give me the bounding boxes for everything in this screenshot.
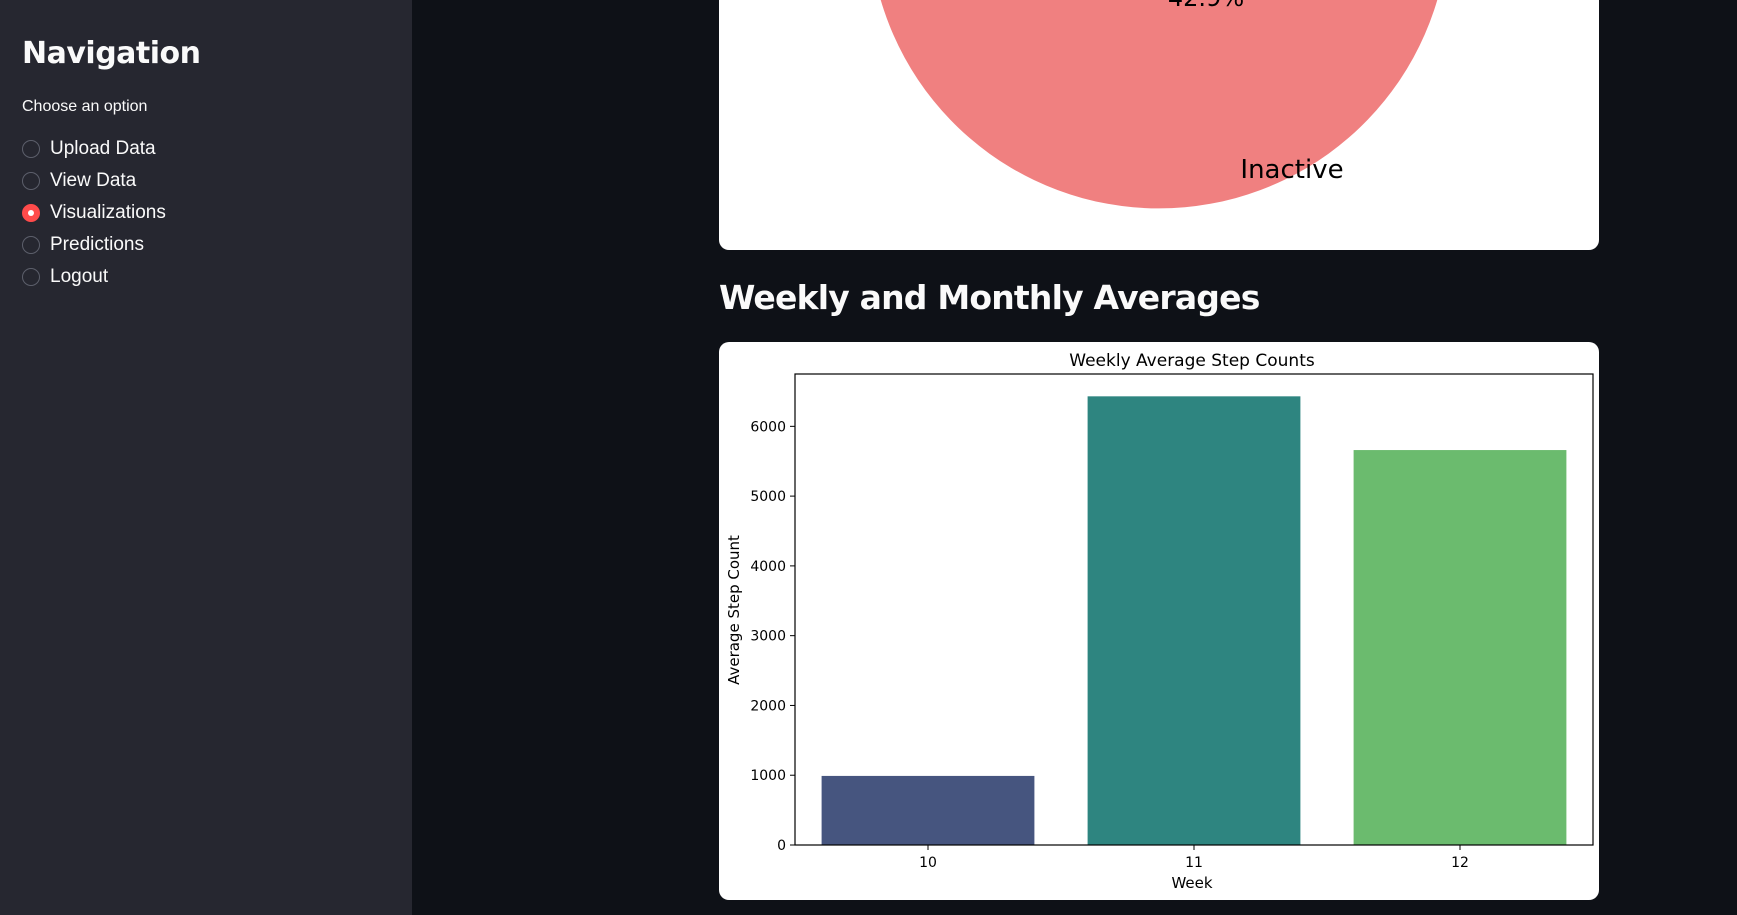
radio-option-view-data[interactable]: View Data [22,165,166,197]
radio-label-logout: Logout [50,266,109,287]
y-tick-label: 4000 [750,559,786,575]
x-tick-label: 11 [1185,855,1203,871]
radio-button-visualizations[interactable] [22,204,40,222]
bar-week-10 [821,775,1035,845]
section-title: Weekly and Monthly Averages [719,278,1260,317]
radio-option-predictions[interactable]: Predictions [22,229,166,261]
y-tick-label: 0 [777,838,786,854]
radio-group-label: Choose an option [22,98,148,115]
y-tick-label: 1000 [750,768,786,784]
radio-label-visualizations: Visualizations [50,202,166,223]
x-axis-label: Week [1171,874,1212,892]
radio-label-predictions: Predictions [50,234,144,255]
sidebar-title: Navigation [22,36,201,71]
bar-chart-svg: Weekly Average Step Counts Week Average … [725,351,1594,892]
x-tick-label: 10 [919,855,937,871]
chart-title: Weekly Average Step Counts [1069,351,1315,371]
y-tick-label: 5000 [750,489,786,505]
axes-group: 10 11 12 0 1000 2000 3000 4000 5000 6000 [750,373,1594,871]
pie-slice-percent: 42.9% [1168,0,1244,12]
bars-group [821,396,1567,845]
bar-week-11 [1087,396,1301,845]
radio-option-logout[interactable]: Logout [22,261,166,293]
nav-radio-group: Upload Data View Data Visualizations Pre… [22,133,166,293]
sidebar: Navigation Choose an option Upload Data … [0,0,412,915]
pie-chart-card: 42.9% Inactive [719,0,1599,250]
y-tick-label: 3000 [750,629,786,645]
bar-week-12 [1353,450,1567,845]
pie-slice-label: Inactive [1240,155,1343,185]
y-axis-label: Average Step Count [725,535,743,685]
pie-slice-inactive [880,0,1438,209]
bar-chart-card: Weekly Average Step Counts Week Average … [719,342,1599,900]
radio-button-view-data[interactable] [22,172,40,190]
y-tick-label: 6000 [750,419,786,435]
radio-button-upload-data[interactable] [22,140,40,158]
x-tick-label: 12 [1451,855,1469,871]
radio-option-upload-data[interactable]: Upload Data [22,133,166,165]
plot-frame [794,373,1594,846]
y-tick-label: 2000 [750,698,786,714]
radio-option-visualizations[interactable]: Visualizations [22,197,166,229]
pie-chart-svg: 42.9% Inactive [880,0,1438,209]
radio-button-logout[interactable] [22,268,40,286]
radio-button-predictions[interactable] [22,236,40,254]
radio-label-view-data: View Data [50,170,137,191]
radio-label-upload-data: Upload Data [50,138,156,159]
